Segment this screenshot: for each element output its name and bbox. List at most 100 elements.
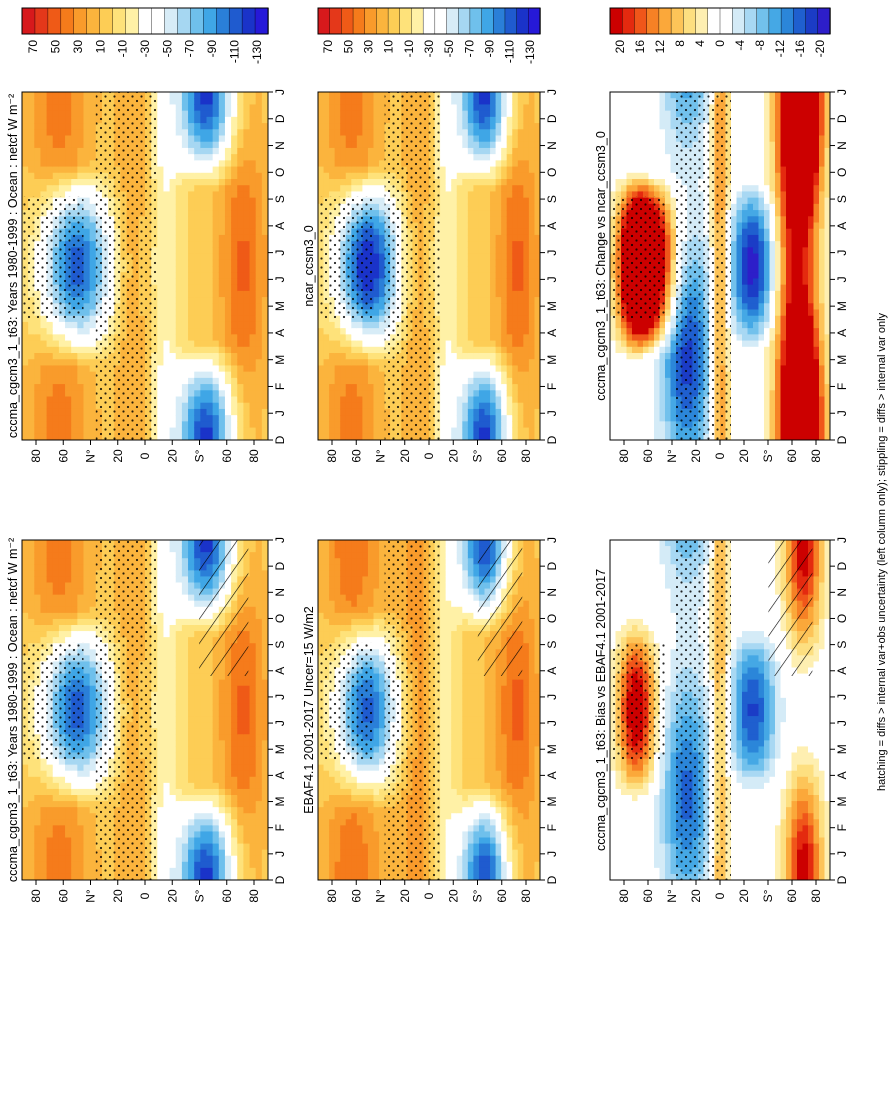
heatmap-cell xyxy=(176,334,183,341)
heatmap-cell xyxy=(207,148,214,155)
heatmap-cell xyxy=(207,801,214,808)
heatmap-cell xyxy=(213,771,220,778)
heatmap-cell xyxy=(34,378,41,385)
heatmap-cell xyxy=(351,601,357,608)
heatmap-cell xyxy=(182,698,189,705)
heatmap-cell xyxy=(28,378,35,385)
heatmap-cell xyxy=(65,347,72,354)
heatmap-cell xyxy=(84,403,91,410)
heatmap-cell xyxy=(90,421,97,428)
heatmap-cell xyxy=(188,789,195,796)
heatmap-cell xyxy=(34,409,41,416)
heatmap-cell xyxy=(71,403,78,410)
heatmap-cell xyxy=(250,328,257,335)
heatmap-cell xyxy=(357,625,363,632)
heatmap-cell xyxy=(47,341,54,348)
heatmap-cell xyxy=(22,365,29,372)
heatmap-cell xyxy=(219,167,226,174)
heatmap-cell xyxy=(77,92,84,99)
heatmap-cell xyxy=(182,552,189,559)
heatmap-cell xyxy=(90,649,97,656)
heatmap-cell xyxy=(22,589,29,596)
heatmap-cell xyxy=(170,403,177,410)
heatmap-cell xyxy=(163,341,170,348)
heatmap-cell xyxy=(213,415,220,422)
heatmap-cell xyxy=(256,92,263,99)
heatmap-cell xyxy=(71,583,78,590)
heatmap-cell xyxy=(77,619,84,626)
heatmap-cell xyxy=(243,191,250,198)
heatmap-cell xyxy=(237,807,244,814)
heatmap-cell xyxy=(346,583,352,590)
heatmap-cell xyxy=(219,801,226,808)
heatmap-cell xyxy=(231,807,238,814)
heatmap-cell xyxy=(157,558,164,565)
heatmap-cell xyxy=(90,795,97,802)
heatmap-cell xyxy=(28,558,35,565)
heatmap-cell xyxy=(256,210,263,217)
heatmap-cell xyxy=(207,777,214,784)
heatmap-cell xyxy=(324,819,330,826)
heatmap-cell xyxy=(219,328,226,335)
heatmap-cell xyxy=(225,862,232,869)
heatmap-cell xyxy=(34,540,41,547)
heatmap-cell xyxy=(176,104,183,111)
heatmap-cell xyxy=(182,710,189,717)
heatmap-cell xyxy=(28,625,35,632)
heatmap-cell xyxy=(207,740,214,747)
heatmap-cell xyxy=(77,831,84,838)
heatmap-cell xyxy=(28,160,35,167)
heatmap-cell xyxy=(231,260,238,267)
lat-tick-label: 20 xyxy=(165,449,179,463)
heatmap-cell xyxy=(163,576,170,583)
heatmap-cell xyxy=(219,204,226,211)
heatmap-cell xyxy=(176,397,183,404)
heatmap-cell xyxy=(346,619,352,626)
heatmap-cell xyxy=(188,98,195,105)
heatmap-cell xyxy=(194,801,201,808)
heatmap-cell xyxy=(71,117,78,124)
heatmap-cell xyxy=(157,353,164,360)
heatmap-cell xyxy=(256,365,263,372)
heatmap-cell xyxy=(40,154,47,161)
heatmap-cell xyxy=(157,310,164,317)
heatmap-cell xyxy=(231,819,238,826)
heatmap-cell xyxy=(71,390,78,397)
heatmap-cell xyxy=(213,716,220,723)
heatmap-cell xyxy=(243,868,250,875)
heatmap-cell xyxy=(34,173,41,180)
heatmap-cell xyxy=(318,868,324,875)
heatmap-cell xyxy=(157,850,164,857)
heatmap-cell xyxy=(28,428,35,435)
heatmap-cell xyxy=(163,160,170,167)
heatmap-cell xyxy=(182,179,189,186)
heatmap-cell xyxy=(329,850,335,857)
heatmap-cell xyxy=(335,607,341,614)
heatmap-cell xyxy=(84,191,91,198)
heatmap-cell xyxy=(84,104,91,111)
heatmap-cell xyxy=(90,570,97,577)
heatmap-cell xyxy=(213,160,220,167)
heatmap-cell xyxy=(182,692,189,699)
heatmap-cell xyxy=(219,129,226,136)
heatmap-cell xyxy=(34,328,41,335)
heatmap-cell xyxy=(250,291,257,298)
heatmap-cell xyxy=(157,710,164,717)
heatmap-cell xyxy=(182,558,189,565)
heatmap-cell xyxy=(231,813,238,820)
heatmap-cell xyxy=(207,303,214,310)
heatmap-cell xyxy=(225,272,232,279)
heatmap-cell xyxy=(157,260,164,267)
heatmap-cell xyxy=(163,403,170,410)
heatmap-cell xyxy=(22,397,29,404)
heatmap-cell xyxy=(47,409,54,416)
heatmap-cell xyxy=(163,210,170,217)
heatmap-cell xyxy=(237,111,244,118)
heatmap-cell xyxy=(329,619,335,626)
heatmap-cell xyxy=(34,390,41,397)
heatmap-cell xyxy=(40,862,47,869)
heatmap-cell xyxy=(231,247,238,254)
heatmap-cell xyxy=(157,167,164,174)
heatmap-cell xyxy=(182,266,189,273)
heatmap-cell xyxy=(90,583,97,590)
